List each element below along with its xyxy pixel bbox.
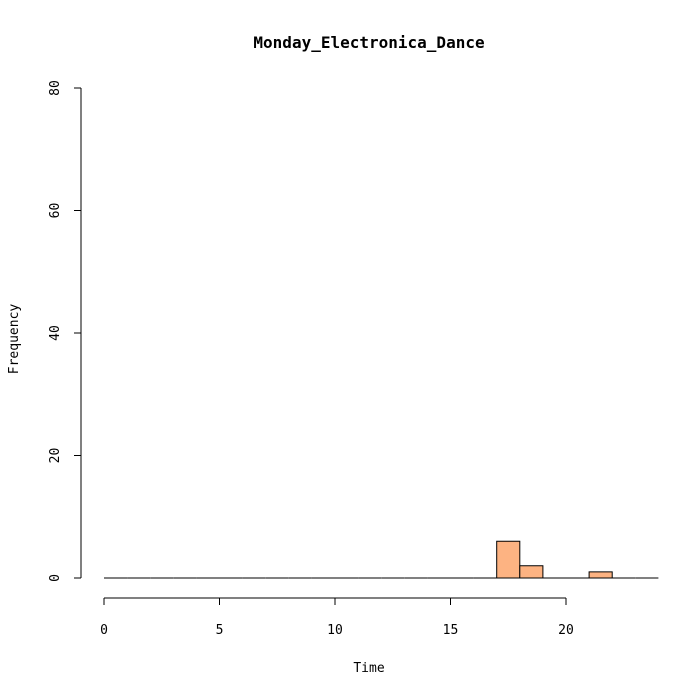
chart-title: Monday_Electronica_Dance <box>253 33 484 52</box>
y-tick-label: 80 <box>48 80 63 96</box>
y-axis-label: Frequency <box>7 304 22 375</box>
y-tick-label: 0 <box>48 574 63 582</box>
y-tick-label: 20 <box>48 448 63 464</box>
histogram-bar <box>496 540 521 579</box>
y-tick-label: 60 <box>48 203 63 219</box>
y-tick-label: 40 <box>48 325 63 341</box>
x-tick-label: 0 <box>100 623 108 638</box>
x-tick-label: 10 <box>327 623 343 638</box>
x-axis: 0 5 10 15 20 <box>100 597 574 638</box>
x-tick-label: 20 <box>558 623 574 638</box>
histogram-bar <box>519 565 544 579</box>
x-axis-label: Time <box>353 661 384 676</box>
histogram-bar <box>588 571 613 579</box>
histogram-bars <box>104 540 659 579</box>
y-axis: 0 20 40 60 80 <box>48 80 82 582</box>
x-tick-label: 5 <box>216 623 224 638</box>
x-tick-label: 15 <box>443 623 459 638</box>
